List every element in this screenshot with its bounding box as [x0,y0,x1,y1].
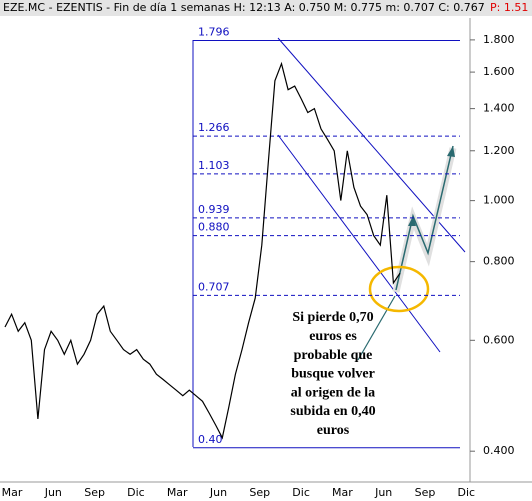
fib-label: 0.707 [198,280,230,293]
annotation: euros [317,423,350,438]
projection-arrow [395,145,454,291]
annotation: busque volver [291,367,375,382]
x-tick-label: Dic [127,486,145,499]
header-extra: P: 1.51 [490,1,528,14]
y-tick-label: 1.800 [483,33,515,46]
x-tick-label: Sep [249,486,270,499]
x-tick-label: Dic [458,486,476,499]
arrow-head [447,146,455,157]
pointer-arrow [357,295,396,361]
annotation: al origen de la [291,385,375,400]
x-tick-label: Sep [415,486,436,499]
x-tick-label: Sep [84,486,105,499]
price-line [4,61,401,440]
channel-line [277,134,441,353]
annotation: Si pierde 0,70 [292,310,373,325]
arrow-head [408,216,416,226]
y-tick-label: 0.800 [483,255,515,268]
fib-label: 1.103 [198,159,230,172]
annotation: euros es [309,329,357,344]
x-tick-label: Dic [292,486,310,499]
y-tick-label: 0.600 [483,333,515,346]
y-tick-label: 0.400 [483,444,515,457]
y-tick-label: 1.600 [483,65,515,78]
x-tick-label: Jun [44,486,62,499]
header-text: EZE.MC - EZENTIS - Fin de día 1 semanas … [3,1,485,14]
y-tick-label: 1.400 [483,102,515,115]
annotation: subida en 0,40 [290,404,375,419]
fib-label: 0.40 [198,433,223,446]
x-tick-label: Jun [209,486,227,499]
header-bar [0,0,532,16]
fib-label: 1.796 [198,25,230,38]
y-tick-label: 1.000 [483,194,515,207]
fib-label: 0.939 [198,203,230,216]
projection-shadow [392,147,457,293]
fib-label: 1.266 [198,121,230,134]
highlight-ellipse [368,265,430,313]
x-tick-label: Jun [374,486,392,499]
x-tick-label: Mar [167,486,188,499]
x-tick-label: Mar [332,486,353,499]
x-tick-label: Mar [2,486,23,499]
fib-label: 0.880 [198,221,230,234]
annotation: probable que [294,348,373,363]
y-tick-label: 1.200 [483,144,515,157]
